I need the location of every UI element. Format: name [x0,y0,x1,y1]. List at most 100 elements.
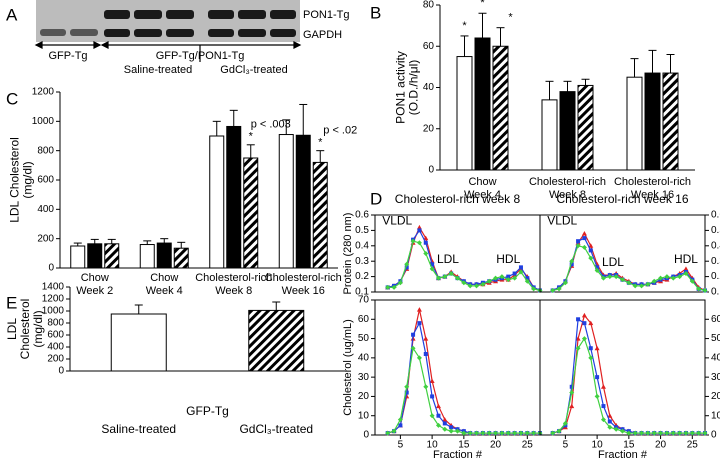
marker [696,286,702,292]
marker [442,426,448,432]
y-tick-label: 0.6 [711,210,720,221]
marker [448,271,454,277]
x-tick-label: Week 8 [549,189,586,201]
x-axis-label: Fraction # [433,449,483,461]
y-tick-label: 0.3 [355,256,369,267]
y-tick-label: 20 [423,123,435,134]
line [387,309,540,434]
marker [588,255,594,261]
group-label: GFP-Tg/PON1-Tg [156,50,245,62]
line [387,346,540,434]
marker [601,404,606,409]
marker [576,239,581,244]
y-axis-label: (mg/dl) [31,310,45,347]
band-label: PON1-Tg [303,9,349,21]
marker [505,277,511,283]
x-axis-label: Fraction # [598,449,648,461]
annotation: VLDL [382,213,412,227]
y-tick-label: 10 [711,410,720,421]
y-tick-label: 40 [711,352,720,363]
marker [518,265,523,270]
marker [651,430,657,436]
annotation: p < .02 [323,125,357,137]
y-axis-label: LDL Cholesterol [8,137,22,223]
marker [613,426,619,432]
marker [588,320,594,326]
marker [493,430,499,436]
y-tick-label: 0 [363,430,369,441]
y-tick-label: 0.5 [711,225,720,236]
marker [702,287,708,293]
panel-label: A [6,5,18,24]
bar [156,242,172,269]
x-tick-label: Week 16 [631,189,674,201]
x-tick-label: Chow [150,272,178,284]
x-tick-label: Cholesterol-rich [529,176,606,188]
marker [531,286,537,292]
bar [492,45,509,171]
marker [550,287,556,293]
x-tick-label: 10 [427,440,439,451]
marker [423,352,428,356]
marker [461,430,467,436]
x-tick-label: Week 4 [146,285,183,297]
marker [512,271,517,276]
y-tick-label: 0 [711,430,717,441]
y-tick-label: 0.3 [711,256,720,267]
y-tick-label: 600 [37,175,54,186]
marker [575,243,581,249]
y-tick-label: 0.5 [355,225,369,236]
marker [449,425,454,430]
chart-title: Cholesterol-rich week 8 [395,192,521,206]
bar [248,309,305,372]
marker [594,267,600,273]
marker [423,251,429,256]
annotation: * [462,20,467,32]
marker [429,378,435,383]
marker [683,430,689,436]
treatment-label: Saline-treated [124,64,193,76]
marker [436,413,441,418]
plot-frame [539,299,706,436]
y-axis-label: (O.D./h/μl) [407,60,421,116]
x-tick-label: Cholesterol-rich [265,272,342,284]
y-tick-label: 0.4 [355,240,369,251]
y-tick-label: 0.6 [355,210,369,221]
y-tick-label: 60 [423,41,435,52]
marker [683,266,689,271]
marker [518,430,524,436]
marker [461,280,467,286]
annotation: p < .003 [251,119,291,131]
marker [467,430,473,436]
plot-frame [374,299,541,436]
bar [70,245,86,269]
y-tick-label: 50 [711,333,720,344]
marker [423,240,428,245]
marker [435,275,441,281]
y-tick-label: 60 [711,314,720,325]
x-tick-label: 10 [592,440,604,451]
panel-label: C [6,89,18,108]
y-tick-label: 20 [711,391,720,402]
y-tick-label: 0 [48,263,54,274]
marker [645,281,651,287]
y-tick-label: 20 [358,391,370,402]
x-tick-label: Week 4 [464,189,501,201]
panel-label: E [6,293,17,312]
y-tick-label: 1400 [42,282,65,293]
x-tick-label: 15 [458,440,470,451]
marker [581,312,587,318]
bar [139,244,155,269]
marker [600,417,606,423]
marker [588,248,593,253]
marker [556,428,562,434]
line [552,337,705,434]
bar [559,91,576,171]
marker [613,274,619,280]
x-tick-label: Week 16 [282,285,325,297]
bar [312,161,328,269]
annotation: * [480,0,485,9]
marker [582,321,587,326]
annotation: * [318,137,323,149]
